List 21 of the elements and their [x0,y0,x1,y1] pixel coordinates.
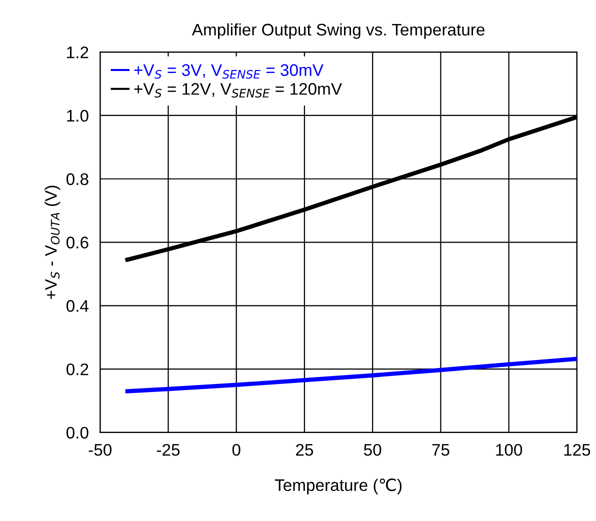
chart-title: Amplifier Output Swing vs. Temperature [192,23,484,39]
legend-label: +V$_{S}$ = 3V, V$_{SENSE}$ = 30mV [134,64,324,79]
y-tick-label: 0.0 [66,426,88,439]
line-series [125,356,577,394]
x-axis-title: Temperature (℃) [274,478,402,494]
y-tick-label: 0.4 [66,300,89,312]
x-tick-label: -25 [156,444,180,456]
x-tick-label: 100 [496,444,522,456]
y-tick-label: 0.6 [66,236,88,248]
x-tick-label: 75 [432,444,450,456]
x-tick-label: 50 [364,444,382,456]
x-tick-label: 25 [296,444,314,456]
legend-label: +V$_{S}$ = 12V, V$_{SENSE}$ = 120mV [134,83,342,98]
y-tick-label: 1.2 [67,46,88,58]
x-tick-label: 0 [232,444,240,456]
y-tick-label: 0.2 [66,363,88,376]
x-tick-label: 125 [564,444,590,456]
y-tick-label: 1.0 [67,110,88,122]
x-tick-label: -50 [88,444,112,456]
y-axis-title: +V$_{S}$ - V$_{OUTA}$ (V) [44,186,60,300]
y-tick-label: 0.8 [66,173,88,186]
